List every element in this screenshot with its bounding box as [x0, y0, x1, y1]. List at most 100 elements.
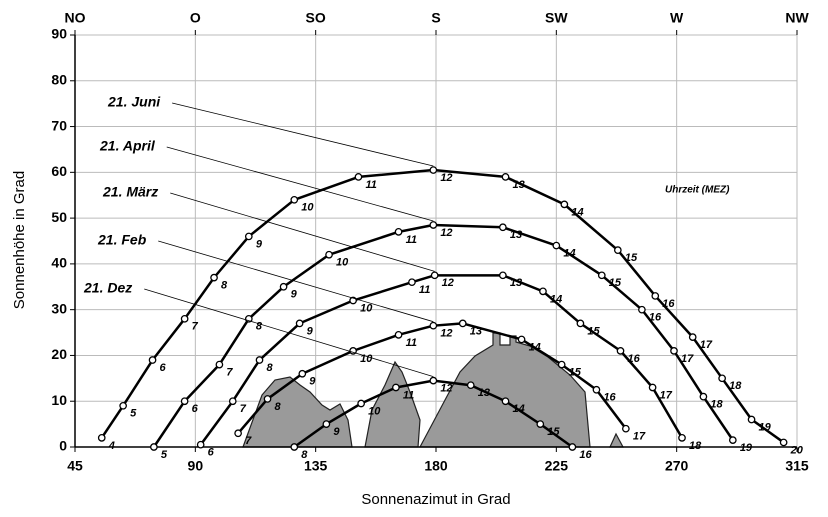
- point: [431, 272, 437, 278]
- point: [280, 284, 286, 290]
- point: [569, 444, 575, 450]
- hour-label: 7: [226, 367, 233, 379]
- hour-label: 15: [547, 426, 560, 438]
- hour-label: 10: [301, 202, 314, 214]
- point: [593, 387, 599, 393]
- point: [358, 400, 364, 406]
- hour-label: 17: [700, 339, 713, 351]
- series-label: 21. Dez: [83, 280, 132, 296]
- point: [615, 247, 621, 253]
- point: [553, 242, 559, 248]
- series-label: 21. März: [102, 184, 158, 200]
- point: [120, 403, 126, 409]
- hour-label: 10: [368, 405, 381, 417]
- y-tick-label: 30: [51, 300, 67, 316]
- point: [599, 272, 605, 278]
- point: [500, 272, 506, 278]
- point: [430, 377, 436, 383]
- grid: [75, 35, 797, 447]
- point: [430, 322, 436, 328]
- x-axis-title: Sonnenazimut in Grad: [361, 491, 510, 508]
- x2-tick-label: NO: [65, 10, 86, 26]
- hour-label: 17: [660, 389, 673, 401]
- hour-label: 14: [563, 247, 575, 259]
- hour-label: 9: [307, 325, 314, 337]
- x-tick-label: 315: [785, 458, 809, 474]
- x2-tick-label: W: [670, 10, 684, 26]
- x-tick-label: 135: [304, 458, 328, 474]
- point: [326, 252, 332, 258]
- point: [149, 357, 155, 363]
- point: [291, 444, 297, 450]
- hour-label: 16: [628, 353, 641, 365]
- y-axis-title: Sonnenhöhe in Grad: [11, 171, 28, 309]
- hour-label: 19: [759, 421, 772, 433]
- hour-label: 4: [108, 440, 115, 452]
- hour-label: 7: [240, 403, 247, 415]
- point: [409, 279, 415, 285]
- point: [719, 375, 725, 381]
- point: [151, 444, 157, 450]
- hour-label: 13: [513, 179, 525, 191]
- leader-line: [172, 103, 433, 166]
- hour-label: 9: [309, 376, 316, 388]
- hour-label: 14: [550, 293, 562, 305]
- point: [623, 425, 629, 431]
- hour-label: 17: [681, 353, 694, 365]
- annotation: Uhrzeit (MEZ): [665, 185, 730, 196]
- point: [748, 416, 754, 422]
- point: [577, 320, 583, 326]
- point: [181, 316, 187, 322]
- point: [679, 435, 685, 441]
- hour-label: 16: [579, 449, 592, 461]
- hour-label: 12: [442, 277, 454, 289]
- point: [540, 288, 546, 294]
- hour-label: 15: [625, 252, 638, 264]
- point: [518, 336, 524, 342]
- hour-label: 16: [649, 312, 662, 324]
- point: [395, 229, 401, 235]
- point: [468, 382, 474, 388]
- hour-label: 9: [333, 426, 340, 438]
- point: [430, 222, 436, 228]
- point: [355, 174, 361, 180]
- point: [230, 398, 236, 404]
- hour-label: 19: [740, 442, 753, 454]
- point: [235, 430, 241, 436]
- hour-label: 18: [689, 440, 702, 452]
- y-tick-label: 20: [51, 346, 67, 362]
- point: [256, 357, 262, 363]
- hour-label: 5: [130, 408, 137, 420]
- hour-label: 12: [440, 172, 452, 184]
- x-tick-label: 180: [424, 458, 448, 474]
- hour-label: 15: [609, 277, 622, 289]
- point: [323, 421, 329, 427]
- x-tick-label: 45: [67, 458, 83, 474]
- hour-label: 11: [406, 337, 417, 349]
- series-label: 21. Juni: [107, 94, 161, 110]
- y-tick-label: 40: [51, 255, 67, 271]
- point: [460, 320, 466, 326]
- leader-line: [144, 289, 433, 377]
- point: [395, 332, 401, 338]
- hour-label: 12: [440, 227, 452, 239]
- point: [216, 361, 222, 367]
- point: [700, 393, 706, 399]
- point: [730, 437, 736, 443]
- hour-label: 16: [603, 392, 616, 404]
- hour-label: 6: [192, 403, 199, 415]
- hour-label: 7: [192, 321, 199, 333]
- y-tick-label: 0: [59, 438, 67, 454]
- hour-label: 14: [529, 341, 541, 353]
- hour-label: 10: [360, 302, 373, 314]
- leader-line: [167, 147, 434, 221]
- hour-label: 10: [336, 257, 349, 269]
- horizon-silhouette: [243, 333, 623, 447]
- hour-label: 15: [587, 325, 600, 337]
- y-tick-label: 50: [51, 209, 67, 225]
- point: [652, 293, 658, 299]
- hour-label: 17: [633, 431, 646, 443]
- hour-label: 15: [569, 367, 582, 379]
- hour-label: 20: [790, 444, 804, 456]
- hour-label: 10: [360, 353, 373, 365]
